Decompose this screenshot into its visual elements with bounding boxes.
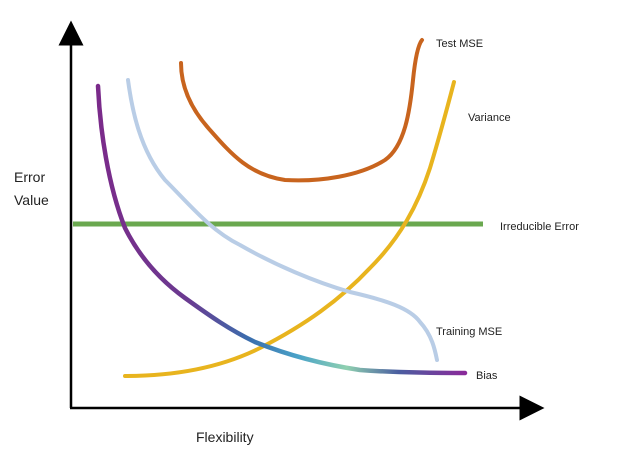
y-axis-label-line2: Value (14, 192, 49, 208)
variance-label: Variance (468, 112, 511, 124)
bias-curve (95, 83, 468, 376)
x-axis-label: Flexibility (196, 429, 254, 445)
training-mse-label: Training MSE (436, 326, 502, 338)
test-mse-label: Test MSE (436, 38, 483, 50)
variance-curve (123, 80, 456, 378)
irreducible-error-label: Irreducible Error (500, 221, 579, 233)
training-mse-curve (126, 78, 439, 362)
test-mse-curve (179, 38, 424, 183)
y-axis-label-line1: Error (14, 169, 45, 185)
bias-label: Bias (476, 370, 498, 382)
